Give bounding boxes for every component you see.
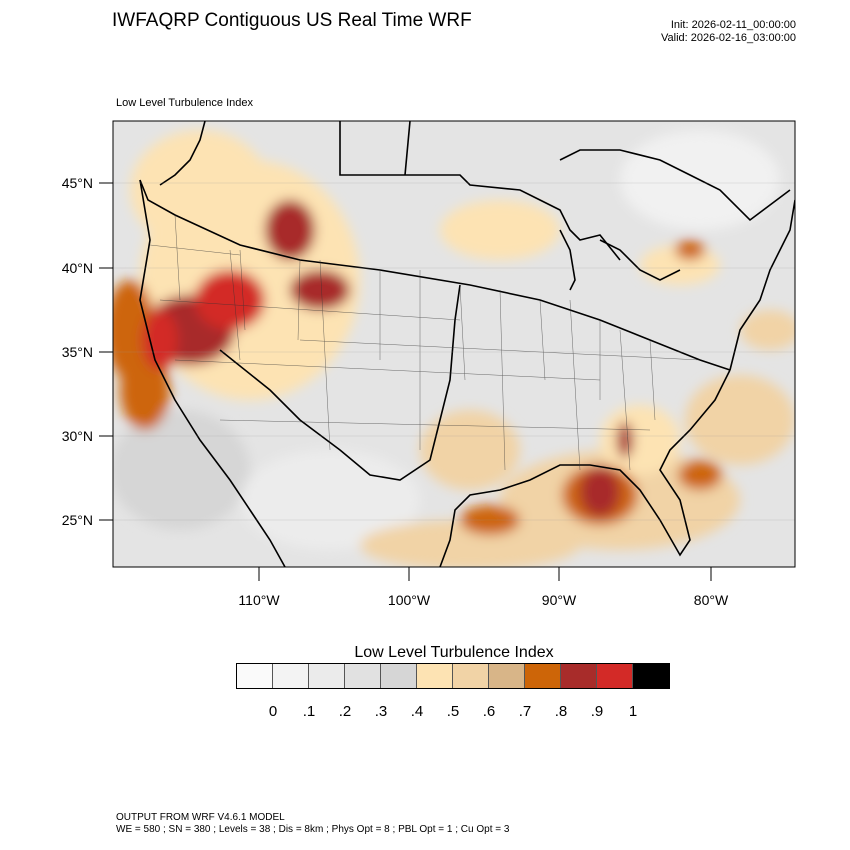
colorbar-swatch bbox=[237, 664, 273, 688]
map-plot-area bbox=[113, 121, 795, 567]
field-subtitle: Low Level Turbulence Index bbox=[116, 97, 253, 109]
colorbar bbox=[236, 663, 670, 689]
colorbar-swatch bbox=[489, 664, 525, 688]
run-info: Init: 2026-02-11_00:00:00 Valid: 2026-02… bbox=[661, 19, 796, 45]
lat-label-30: 30°N bbox=[62, 428, 93, 444]
lon-label-110w: 110°W bbox=[238, 592, 280, 608]
lon-label-90w: 90°W bbox=[542, 592, 577, 608]
colorbar-ticks: 0 .1 .2 .3 .4 .5 .6 .7 .8 .9 1 bbox=[0, 703, 850, 723]
coastlines bbox=[139, 121, 795, 567]
lat-label-40: 40°N bbox=[62, 260, 93, 276]
lat-label-25: 25°N bbox=[62, 512, 93, 528]
colorbar-tick-label: 1 bbox=[628, 703, 638, 720]
colorbar-tick-label: 0 bbox=[268, 703, 278, 720]
colorbar-tick-label: .4 bbox=[410, 703, 424, 720]
colorbar-tick-label: .8 bbox=[554, 703, 568, 720]
colorbar-swatch bbox=[633, 664, 669, 688]
graticule bbox=[113, 182, 795, 521]
colorbar-swatch bbox=[309, 664, 345, 688]
model-info: OUTPUT FROM WRF V4.6.1 MODEL WE = 580 ; … bbox=[116, 812, 509, 836]
colorbar-tick-label: .7 bbox=[518, 703, 532, 720]
lon-label-100w: 100°W bbox=[388, 592, 431, 608]
colorbar-swatch bbox=[381, 664, 417, 688]
colorbar-tick-label: .3 bbox=[374, 703, 388, 720]
colorbar-swatch bbox=[561, 664, 597, 688]
colorbar-swatch bbox=[345, 664, 381, 688]
colorbar-tick-label: .1 bbox=[302, 703, 316, 720]
model-config: WE = 580 ; SN = 380 ; Levels = 38 ; Dis … bbox=[116, 824, 510, 835]
colorbar-tick-label: .6 bbox=[482, 703, 496, 720]
lon-label-80w: 80°W bbox=[694, 592, 729, 608]
model-version: OUTPUT FROM WRF V4.6.1 MODEL bbox=[116, 812, 285, 823]
colorbar-tick-label: .2 bbox=[338, 703, 352, 720]
colorbar-swatch bbox=[597, 664, 633, 688]
init-time: Init: 2026-02-11_00:00:00 bbox=[670, 19, 796, 31]
colorbar-swatch bbox=[417, 664, 453, 688]
valid-time: Valid: 2026-02-16_03:00:00 bbox=[661, 32, 796, 44]
lon-ticks bbox=[258, 567, 712, 581]
lon-labels: 110°W 100°W 90°W 80°W bbox=[238, 592, 729, 608]
plot-title: IWFAQRP Contiguous US Real Time WRF bbox=[112, 10, 472, 31]
lat-label-35: 35°N bbox=[62, 344, 93, 360]
lat-ticks bbox=[99, 182, 113, 521]
colorbar-swatch bbox=[453, 664, 489, 688]
colorbar-title: Low Level Turbulence Index bbox=[354, 644, 554, 661]
lat-labels: 45°N 40°N 35°N 30°N 25°N bbox=[62, 175, 93, 528]
colorbar-tick-label: .5 bbox=[446, 703, 460, 720]
map-frame bbox=[112, 120, 796, 568]
lat-label-45: 45°N bbox=[62, 175, 93, 191]
colorbar-tick-label: .9 bbox=[590, 703, 604, 720]
colorbar-swatch bbox=[525, 664, 561, 688]
admin-boundaries bbox=[149, 214, 701, 471]
colorbar-swatch bbox=[273, 664, 309, 688]
